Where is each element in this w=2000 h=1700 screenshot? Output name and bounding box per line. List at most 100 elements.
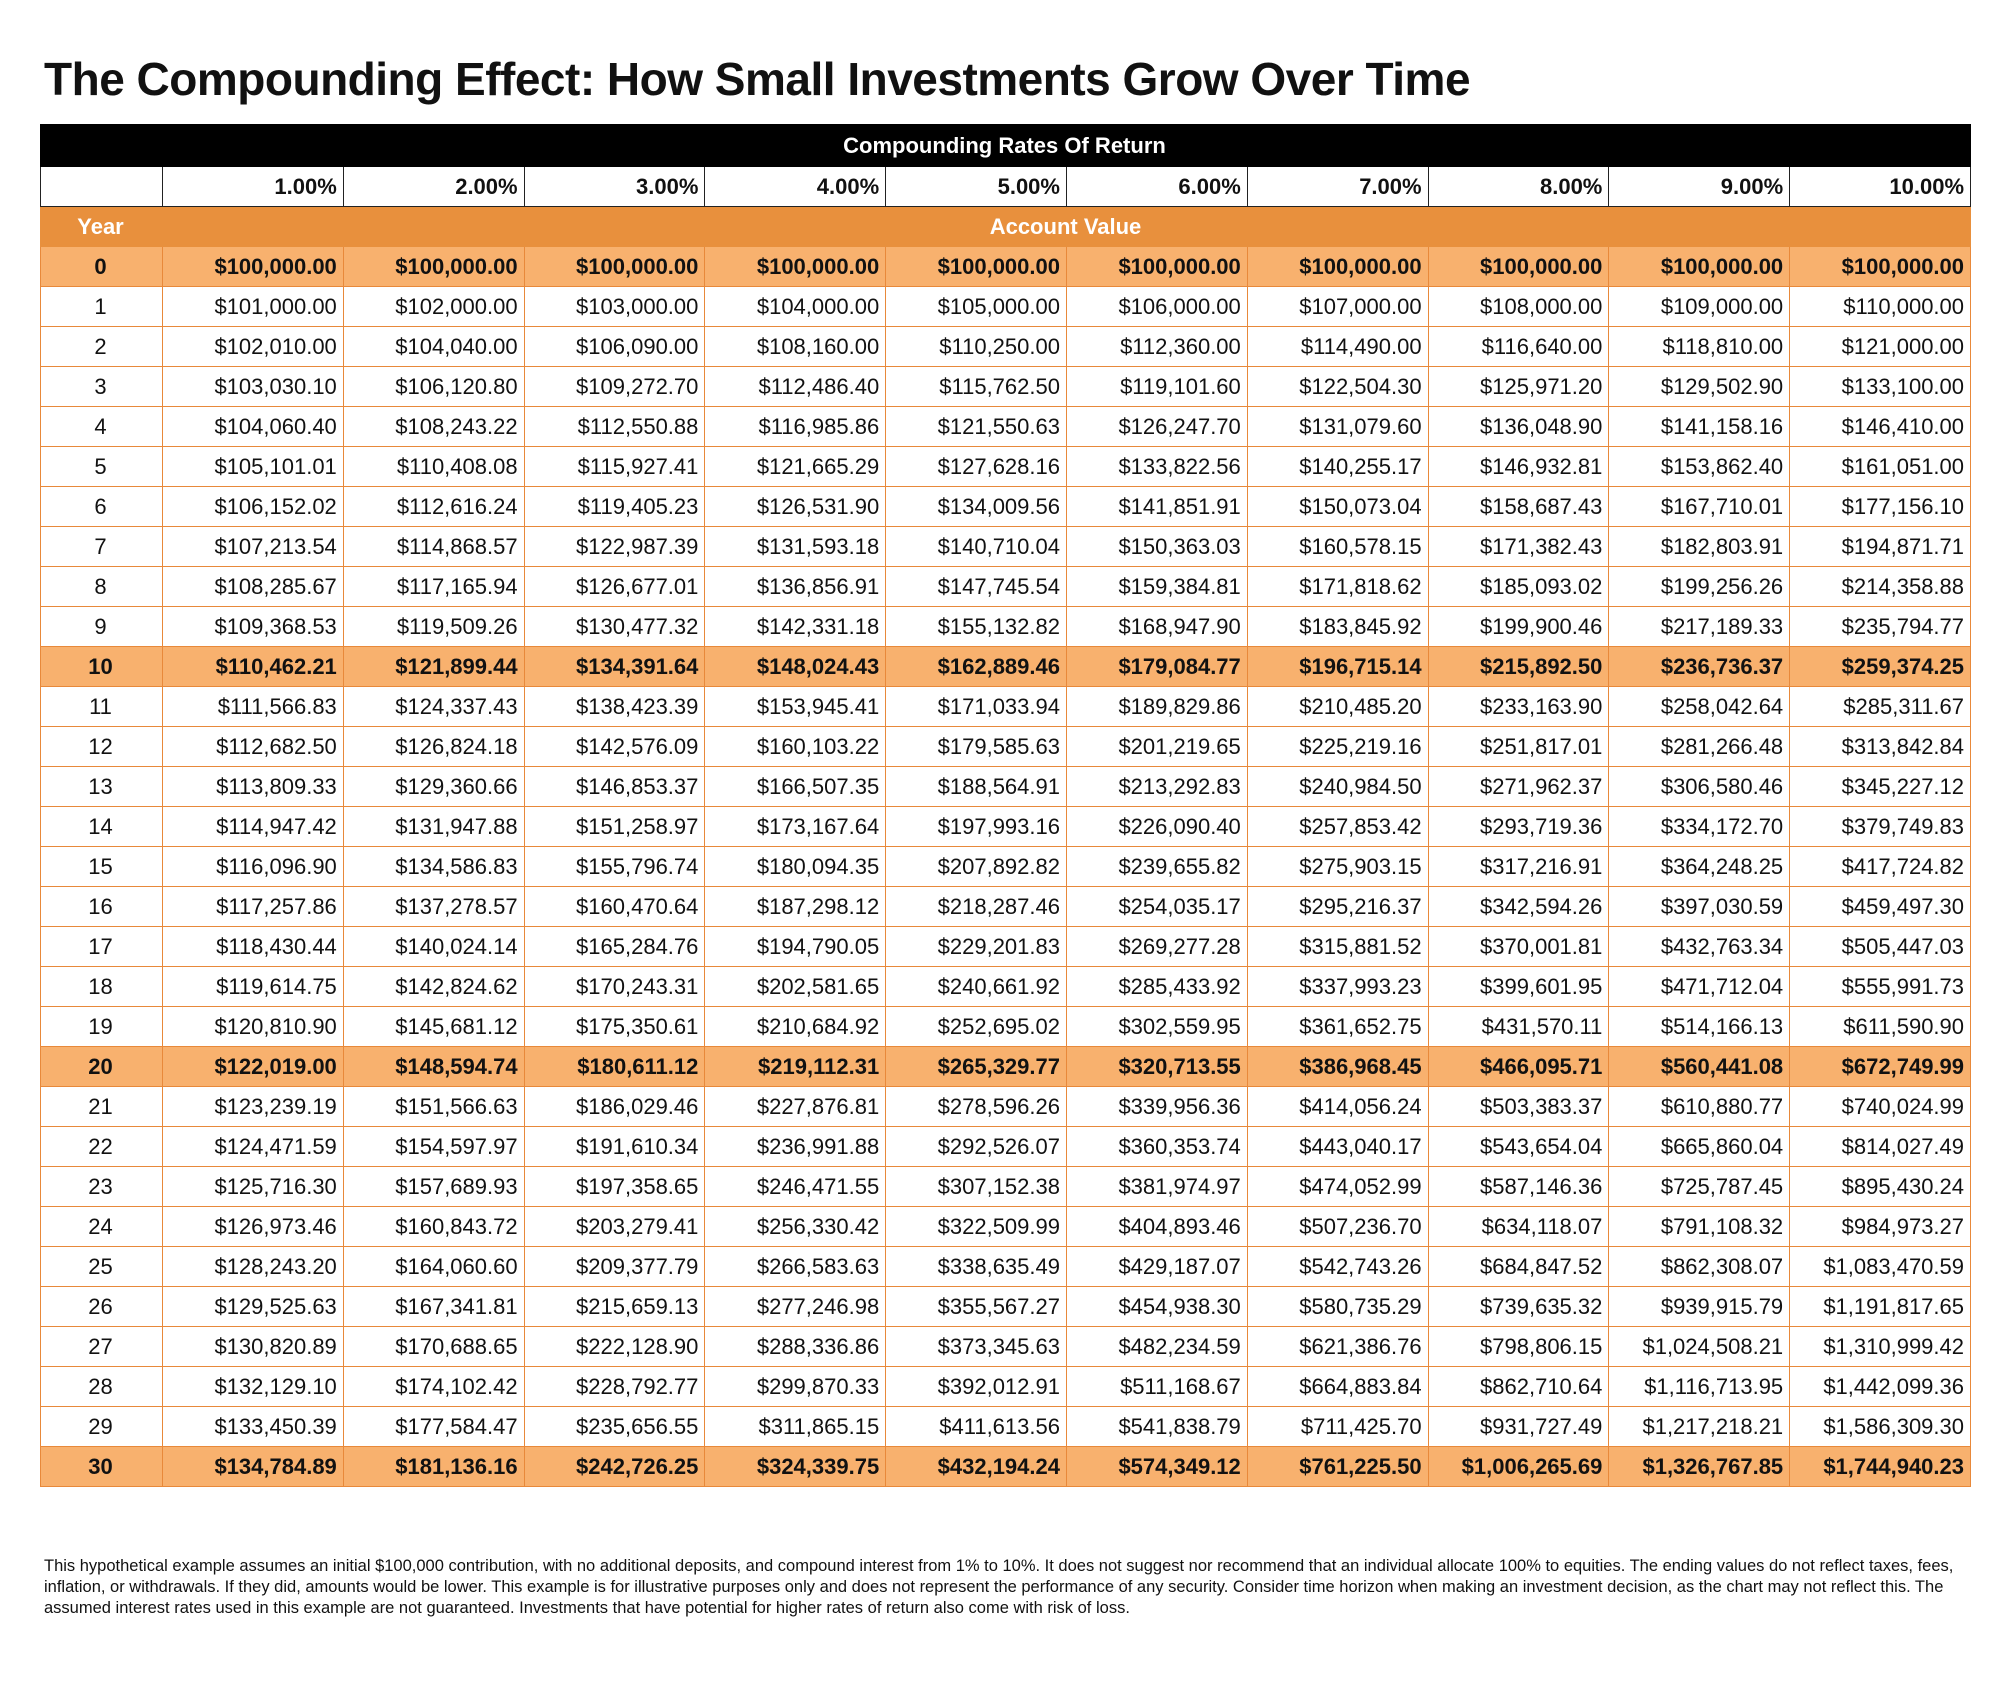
table-row: 18 $119,614.75 $142,824.62 $170,243.31 $202,… xyxy=(40,966,1972,1007)
year-cell: 9 xyxy=(40,606,163,647)
account-value-cell: $125,716.30 xyxy=(162,1166,344,1207)
account-value-cell: $541,838.79 xyxy=(1065,1406,1248,1447)
account-value-cell: $417,724.82 xyxy=(1789,846,1972,887)
account-value-cell: $134,391.64 xyxy=(523,646,706,687)
account-value-cell: $337,993.23 xyxy=(1246,966,1429,1007)
account-value-cell: $153,862.40 xyxy=(1608,446,1791,487)
account-value-cell: $108,000.00 xyxy=(1427,286,1610,327)
table-row: 16 $117,257.86 $137,278.57 $160,470.64 $187,… xyxy=(40,886,1972,927)
account-value-cell: $167,710.01 xyxy=(1608,486,1791,527)
table-row: 2 $102,010.00 $104,040.00 $106,090.00 $108,1… xyxy=(40,326,1972,367)
account-value-cell: $228,792.77 xyxy=(523,1366,706,1407)
account-value-cell: $311,865.15 xyxy=(704,1406,887,1447)
account-value-cell: $203,279.41 xyxy=(523,1206,706,1247)
account-value-cell: $140,255.17 xyxy=(1246,446,1429,487)
account-value-cell: $131,593.18 xyxy=(704,526,887,567)
table-row: 29 $133,450.39 $177,584.47 $235,656.55 $311,… xyxy=(40,1406,1972,1447)
account-value-cell: $236,991.88 xyxy=(704,1126,887,1167)
account-value-cell: $240,661.92 xyxy=(885,966,1067,1007)
year-cell: 6 xyxy=(40,486,163,527)
account-value-cell: $611,590.90 xyxy=(1789,1006,1972,1047)
account-value-cell: $145,681.12 xyxy=(342,1006,525,1047)
account-value-cell: $112,486.40 xyxy=(704,366,887,407)
account-value-cell: $122,019.00 xyxy=(162,1046,344,1087)
table-row: 6 $106,152.02 $112,616.24 $119,405.23 $126,5… xyxy=(40,486,1972,527)
account-value-cell: $100,000.00 xyxy=(1246,246,1429,287)
rate-header: 9.00% xyxy=(1608,166,1791,207)
table-row: 24 $126,973.46 $160,843.72 $203,279.41 $256,… xyxy=(40,1206,1972,1247)
account-value-cell: $112,616.24 xyxy=(342,486,525,527)
year-cell: 16 xyxy=(40,886,163,927)
account-value-cell: $160,843.72 xyxy=(342,1206,525,1247)
account-value-cell: $173,167.64 xyxy=(704,806,887,847)
account-value-cell: $119,405.23 xyxy=(523,486,706,527)
account-value-cell: $116,985.86 xyxy=(704,406,887,447)
table-row: 23 $125,716.30 $157,689.93 $197,358.65 $246,… xyxy=(40,1166,1972,1207)
account-value-cell: $102,000.00 xyxy=(342,286,525,327)
account-value-cell: $117,257.86 xyxy=(162,886,344,927)
account-value-cell: $275,903.15 xyxy=(1246,846,1429,887)
account-value-cell: $141,158.16 xyxy=(1608,406,1791,447)
account-value-cell: $100,000.00 xyxy=(1608,246,1791,287)
account-value-cell: $100,000.00 xyxy=(704,246,887,287)
account-value-cell: $397,030.59 xyxy=(1608,886,1791,927)
account-value-cell: $126,247.70 xyxy=(1065,406,1248,447)
account-value-cell: $106,000.00 xyxy=(1065,286,1248,327)
account-value-cell: $236,736.37 xyxy=(1608,646,1791,687)
account-value-cell: $265,329.77 xyxy=(885,1046,1067,1087)
account-value-cell: $171,382.43 xyxy=(1427,526,1610,567)
account-value-cell: $411,613.56 xyxy=(885,1406,1067,1447)
account-value-cell: $108,160.00 xyxy=(704,326,887,367)
account-value-cell: $761,225.50 xyxy=(1246,1446,1429,1487)
year-cell: 7 xyxy=(40,526,163,567)
account-value-cell: $1,217,218.21 xyxy=(1608,1406,1791,1447)
account-value-cell: $1,191,817.65 xyxy=(1789,1286,1972,1327)
account-value-cell: $288,336.86 xyxy=(704,1326,887,1367)
account-value-cell: $171,818.62 xyxy=(1246,566,1429,607)
account-value-cell: $106,152.02 xyxy=(162,486,344,527)
account-value-cell: $157,689.93 xyxy=(342,1166,525,1207)
account-value-cell: $313,842.84 xyxy=(1789,726,1972,767)
account-value-cell: $257,853.42 xyxy=(1246,806,1429,847)
year-cell: 5 xyxy=(40,446,163,487)
account-value-cell: $165,284.76 xyxy=(523,926,706,967)
table-row: 30 $134,784.89 $181,136.16 $242,726.25 $324,… xyxy=(40,1446,1972,1487)
rate-header: 2.00% xyxy=(342,166,525,207)
rate-header: 1.00% xyxy=(162,166,344,207)
account-value-cell: $482,234.59 xyxy=(1065,1326,1248,1367)
year-cell: 14 xyxy=(40,806,163,847)
account-value-cell: $514,166.13 xyxy=(1608,1006,1791,1047)
account-value-cell: $146,932.81 xyxy=(1427,446,1610,487)
account-value-cell: $218,287.46 xyxy=(885,886,1067,927)
table-row: 0 $100,000.00 $100,000.00 $100,000.00 $100,0… xyxy=(40,246,1972,287)
account-value-cell: $555,991.73 xyxy=(1789,966,1972,1007)
account-value-cell: $108,243.22 xyxy=(342,406,525,447)
rate-header: 7.00% xyxy=(1246,166,1429,207)
account-value-cell: $155,796.74 xyxy=(523,846,706,887)
account-value-cell: $791,108.32 xyxy=(1608,1206,1791,1247)
table-row: 5 $105,101.01 $110,408.08 $115,927.41 $121,6… xyxy=(40,446,1972,487)
account-value-cell: $399,601.95 xyxy=(1427,966,1610,1007)
account-value-cell: $110,408.08 xyxy=(342,446,525,487)
account-value-cell: $108,285.67 xyxy=(162,566,344,607)
account-value-cell: $170,243.31 xyxy=(523,966,706,1007)
account-value-cell: $740,024.99 xyxy=(1789,1086,1972,1127)
account-value-cell: $180,094.35 xyxy=(704,846,887,887)
account-value-cell: $386,968.45 xyxy=(1246,1046,1429,1087)
account-value-cell: $196,715.14 xyxy=(1246,646,1429,687)
account-value-cell: $210,684.92 xyxy=(704,1006,887,1047)
account-value-cell: $112,550.88 xyxy=(523,406,706,447)
account-value-cell: $471,712.04 xyxy=(1608,966,1791,1007)
account-value-cell: $939,915.79 xyxy=(1608,1286,1791,1327)
account-value-cell: $160,103.22 xyxy=(704,726,887,767)
account-value-cell: $188,564.91 xyxy=(885,766,1067,807)
account-value-cell: $182,803.91 xyxy=(1608,526,1791,567)
account-value-cell: $285,433.92 xyxy=(1065,966,1248,1007)
account-value-cell: $306,580.46 xyxy=(1608,766,1791,807)
account-value-cell: $315,881.52 xyxy=(1246,926,1429,967)
account-value-cell: $431,570.11 xyxy=(1427,1006,1610,1047)
account-value-cell: $115,927.41 xyxy=(523,446,706,487)
account-value-cell: $454,938.30 xyxy=(1065,1286,1248,1327)
account-value-cell: $254,035.17 xyxy=(1065,886,1248,927)
account-value-cell: $129,360.66 xyxy=(342,766,525,807)
